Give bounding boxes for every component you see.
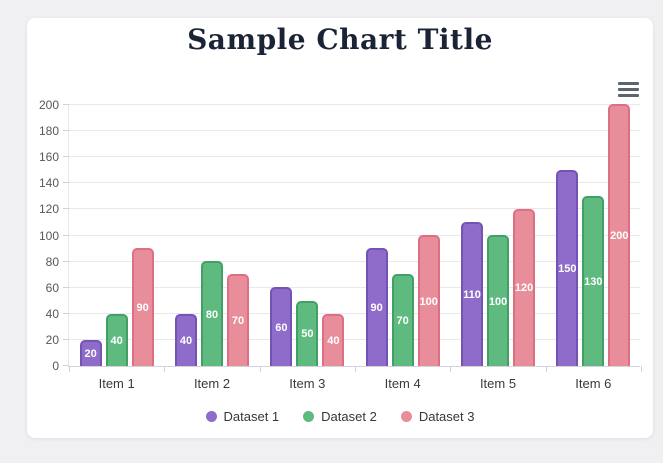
bar-dataset-2-item-3[interactable]: 50 [296,300,319,366]
x-axis-category-label: Item 1 [98,376,135,391]
x-axis-tick [69,366,70,372]
y-gridline [69,286,640,288]
x-axis-tick [355,366,356,372]
bar-value-label: 120 [514,282,534,295]
bar-value-label: 110 [463,288,481,301]
legend-item-dataset-3[interactable]: Dataset 3 [400,409,475,424]
bar-value-label: 40 [110,334,123,347]
bar-value-label: 70 [396,315,409,328]
y-gridline [69,104,640,105]
y-axis-tick-label: 40 [45,306,59,321]
y-axis-tick [63,286,69,288]
bar-dataset-1-item-5[interactable]: 110 [461,221,483,366]
bar-dataset-2-item-5[interactable]: 100 [487,235,509,366]
y-axis-tick [63,208,69,210]
legend-item-dataset-1[interactable]: Dataset 1 [205,409,280,424]
y-axis-tick-label: 0 [52,359,59,373]
y-axis-tick-label: 160 [38,150,59,165]
y-gridline [69,260,640,262]
x-axis-category-label: Item 4 [384,376,421,391]
y-axis-tick-label: 120 [38,202,59,217]
bar-dataset-1-item-6[interactable]: 150 [556,169,579,366]
y-gridline [69,312,640,314]
bar-dataset-1-item-1[interactable]: 20 [79,339,102,366]
y-axis-tick [63,260,69,262]
bar-value-label: 80 [205,308,219,321]
y-axis-tick-label: 140 [38,176,59,191]
legend-label: Dataset 1 [223,409,280,424]
bar-value-label: 100 [488,295,508,308]
x-axis-tick [545,366,547,372]
bar-dataset-1-item-4[interactable]: 90 [365,248,388,366]
legend-label: Dataset 3 [418,409,475,424]
y-axis-tick-label: 200 [38,98,59,112]
bar-value-label: 150 [558,262,577,275]
y-axis-tick [63,130,69,132]
y-axis-tick [63,338,69,340]
x-axis-tick [450,366,452,372]
legend-color-dot [205,411,217,422]
bar-value-label: 70 [231,315,245,328]
chart-legend: Dataset 1 Dataset 2 Dataset 3 [27,409,653,424]
bar-value-label: 60 [275,321,288,334]
y-axis-tick-label: 100 [38,228,59,243]
bar-dataset-2-item-1[interactable]: 40 [105,313,128,366]
bar-value-label: 130 [584,275,603,288]
y-axis-tick [63,182,69,184]
y-gridline [69,234,640,236]
x-axis-tick [259,366,261,372]
bar-dataset-3-item-4[interactable]: 100 [417,235,440,366]
y-gridline [69,208,640,210]
bar-dataset-2-item-6[interactable]: 130 [582,195,605,366]
legend-color-dot [303,411,315,422]
bar-value-label: 50 [301,328,314,341]
y-axis-tick-label: 80 [45,254,59,269]
x-axis-category-label: Item 3 [289,376,326,391]
bar-value-label: 90 [136,302,149,315]
bar-dataset-2-item-4[interactable]: 70 [391,274,414,366]
y-axis-tick-label: 60 [45,280,59,295]
bar-value-label: 200 [610,230,629,242]
legend-item-dataset-2[interactable]: Dataset 2 [303,409,377,424]
chart-card: Sample Chart Title 0 20 40 60 80 100 120 140 160… [27,18,653,438]
x-axis-category-label: Item 5 [479,376,517,391]
bar-value-label: 90 [370,302,383,315]
bar-value-label: 40 [179,334,193,347]
x-axis-tick [164,366,166,372]
bar-value-label: 100 [419,295,438,308]
bar-dataset-3-item-3[interactable]: 40 [322,313,345,366]
y-axis-tick [63,234,69,236]
bar-dataset-3-item-5[interactable]: 120 [513,208,535,366]
y-axis-tick-label: 180 [38,124,59,139]
y-gridline [69,130,640,132]
y-axis-tick-label: 20 [45,332,59,347]
x-axis-category-label: Item 2 [193,376,231,391]
chart-context-menu-button[interactable] [616,78,642,100]
chart-title: Sample Chart Title [187,23,493,56]
x-axis-category-label: Item 6 [575,376,612,391]
bar-value-label: 20 [84,347,97,360]
bar-value-label: 40 [327,334,340,347]
y-axis-tick [63,365,69,366]
bar-dataset-3-item-2[interactable]: 70 [227,274,249,366]
y-gridline [69,156,640,158]
y-gridline [69,338,640,340]
bar-dataset-3-item-1[interactable]: 90 [131,248,154,366]
legend-label: Dataset 2 [321,409,377,424]
y-axis-tick [63,312,69,314]
chart-plot-area: 0 20 40 60 80 100 120 140 160 180 200 20 40 90 Item 1 4… [39,98,642,391]
y-axis-tick [63,156,69,158]
bar-dataset-1-item-2[interactable]: 40 [175,313,197,366]
bar-dataset-1-item-3[interactable]: 60 [270,287,293,366]
y-axis-tick [63,104,69,105]
bar-dataset-2-item-2[interactable]: 80 [201,261,223,366]
x-axis-tick [641,366,642,372]
bar-dataset-3-item-6[interactable]: 200 [608,104,631,366]
y-gridline [69,182,640,184]
legend-color-dot [400,411,412,422]
